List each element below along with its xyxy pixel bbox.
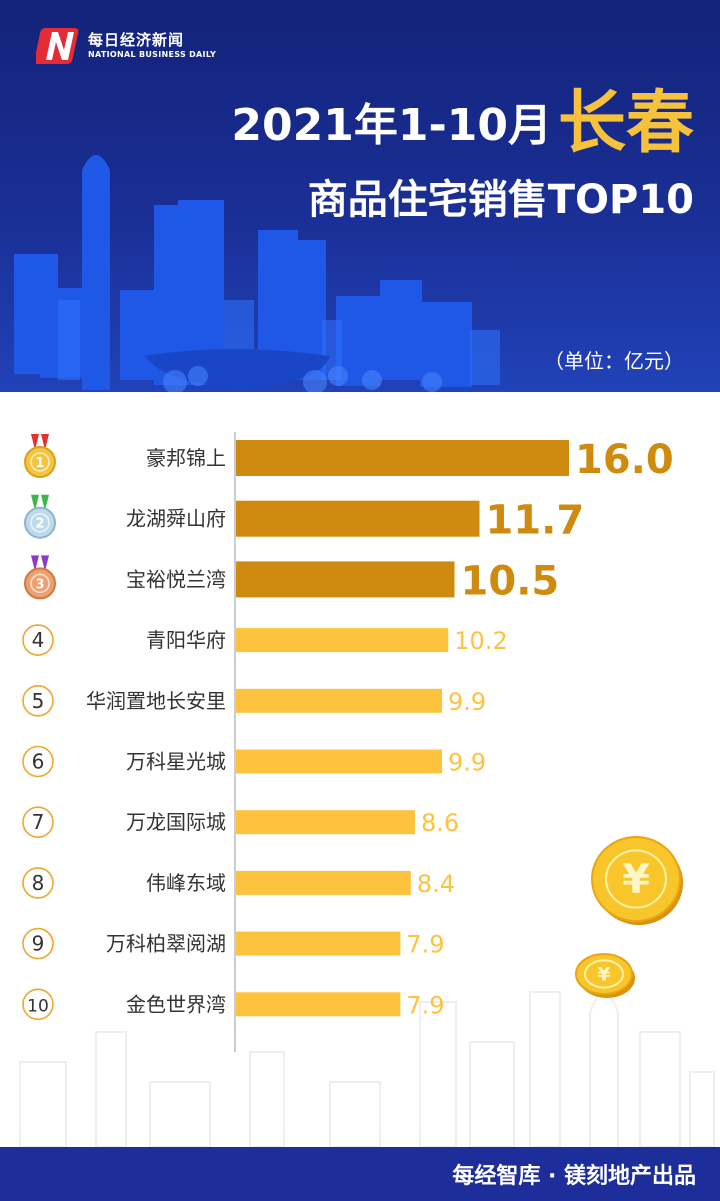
unit-label: （单位：亿元） — [544, 349, 684, 373]
nbd-logo-icon — [36, 28, 79, 64]
rank-number: 4 — [32, 628, 45, 652]
rank-10-badge: 10 — [22, 988, 54, 1021]
title-period: 2021年1-10月 — [231, 100, 552, 151]
value-label: 7.9 — [406, 991, 444, 1019]
bar-8 — [236, 870, 411, 895]
rank-number: 5 — [32, 689, 45, 713]
background-skyline — [19, 979, 715, 1147]
category-label: 豪邦锦上 — [146, 446, 226, 470]
category-label: 金色世界湾 — [126, 992, 226, 1016]
bar-6 — [236, 749, 443, 774]
title-city: 长春 — [557, 84, 694, 163]
yen-symbol: ¥ — [597, 963, 610, 985]
city-skyline-illustration — [14, 155, 500, 392]
page-title: 2021年1-10月长春 — [231, 84, 694, 166]
brand-logo: 每日经济新闻 NATIONAL BUSINESS DAILY — [36, 24, 216, 68]
value-label: 16.0 — [575, 437, 674, 483]
category-label: 华润置地长安里 — [86, 689, 226, 713]
bar-2 — [236, 500, 480, 537]
medal-2-icon: 2 — [24, 494, 56, 539]
decorative-coins: ¥¥ — [575, 836, 683, 998]
rank-number: 7 — [32, 810, 45, 834]
rank-4-badge: 4 — [22, 624, 54, 656]
category-label: 龙湖舜山府 — [126, 507, 226, 531]
rank-number: 8 — [32, 871, 45, 895]
logo-name-cn: 每日经济新闻 — [88, 31, 185, 49]
bar-1 — [236, 440, 569, 476]
medal-1-icon: 1 — [24, 434, 56, 478]
medal-3-icon: 3 — [24, 555, 56, 600]
value-label: 10.2 — [454, 627, 507, 655]
rank-number: 2 — [35, 517, 44, 532]
footer-bar: 每经智库 · 镁刻地产出品 — [0, 1147, 720, 1201]
rank-number: 3 — [35, 577, 44, 592]
page-subtitle: 商品住宅销售TOP10 — [307, 177, 694, 223]
bar-4 — [236, 628, 449, 653]
category-label: 万科柏翠阅湖 — [106, 932, 226, 956]
rank-9-badge: 9 — [22, 927, 54, 960]
rank-number: 10 — [27, 996, 49, 1016]
small-coin-icon: ¥ — [575, 953, 635, 998]
value-label: 11.7 — [486, 498, 585, 544]
category-label: 万龙国际城 — [126, 810, 226, 834]
rank-5-badge: 5 — [22, 684, 54, 717]
footer-credit: 每经智库 · 镁刻地产出品 — [452, 1164, 696, 1189]
yen-symbol: ¥ — [622, 856, 650, 902]
rank-number: 6 — [32, 750, 45, 774]
value-label: 9.9 — [448, 749, 486, 777]
category-label: 伟峰东域 — [146, 871, 226, 895]
value-label: 8.4 — [417, 870, 455, 898]
category-label: 青阳华府 — [146, 628, 226, 652]
rank-8-badge: 8 — [22, 867, 54, 899]
bar-chart: 豪邦锦上 16.0 1 龙湖舜山府 11.7 2 宝裕悦兰湾 10.5 3 青阳华府 10.2 4 华润… — [19, 432, 715, 1147]
rank-7-badge: 7 — [22, 806, 54, 839]
category-label: 万科星光城 — [126, 750, 226, 774]
bars-group: 豪邦锦上 16.0 1 龙湖舜山府 11.7 2 宝裕悦兰湾 10.5 3 青阳华府 10.2 4 华润… — [22, 434, 674, 1021]
category-label: 宝裕悦兰湾 — [126, 567, 226, 591]
bar-5 — [236, 688, 443, 713]
logo-name-en: NATIONAL BUSINESS DAILY — [88, 50, 217, 59]
bar-9 — [236, 931, 401, 956]
value-label: 7.9 — [406, 931, 444, 959]
rank-number: 9 — [32, 932, 45, 956]
bar-10 — [236, 992, 401, 1017]
value-label: 10.5 — [461, 558, 560, 604]
bar-7 — [236, 810, 415, 835]
rank-6-badge: 6 — [22, 745, 54, 778]
value-label: 9.9 — [448, 688, 486, 716]
header-banner: 每日经济新闻 NATIONAL BUSINESS DAILY 2021年1-10… — [0, 0, 720, 392]
rank-number: 1 — [35, 456, 44, 471]
bar-3 — [236, 561, 455, 598]
value-label: 8.6 — [421, 809, 459, 837]
large-coin-icon: ¥ — [591, 836, 683, 925]
